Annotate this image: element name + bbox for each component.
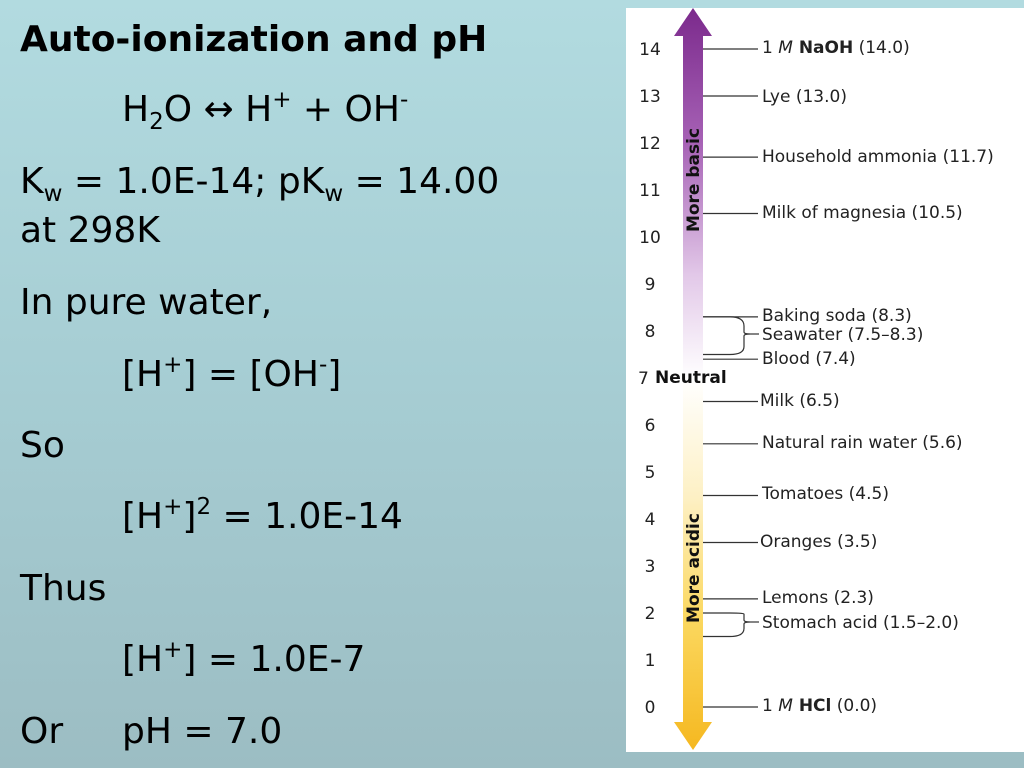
ph-item-label: Household ammonia (11.7) (762, 147, 994, 167)
ph-item-text-pre: Seawater (7.5–8.3) (762, 325, 923, 345)
ph-item-label: 1 M NaOH (14.0) (762, 38, 910, 58)
squared-equation: [H+]2 = 1.0E-14 (122, 494, 403, 537)
ph-item-label: Tomatoes (4.5) (761, 484, 889, 504)
ph-item-text-ital: M (778, 696, 793, 716)
ph-item-label: Stomach acid (1.5–2.0) (762, 613, 959, 633)
ph-range-bracket (703, 612, 751, 638)
ph-tick-12: 12 (639, 134, 661, 154)
ph-item-label: Lye (13.0) (762, 87, 847, 107)
ph-item-label: Natural rain water (5.6) (762, 433, 963, 453)
ph-item-label: Baking soda (8.3) (762, 306, 912, 326)
ionization-equation: H2O ↔ H+ + OH- (122, 87, 409, 135)
more-acidic-label: More acidic (684, 513, 704, 623)
slide-title: Auto-ionization and pH (20, 19, 488, 60)
ph-item-label: Lemons (2.3) (762, 588, 874, 608)
neutral-label: Neutral (655, 368, 727, 388)
concentration-equation: [H+] = 1.0E-7 (122, 637, 366, 680)
thus-text: Thus (20, 568, 107, 609)
ph-item-text-rest: (0.0) (831, 696, 877, 716)
ph-item-text-pre: Milk (6.5) (760, 391, 840, 411)
ph-item-label: Seawater (7.5–8.3) (762, 325, 923, 345)
ph-item-text-pre: Blood (7.4) (762, 349, 856, 369)
ph-item-text-pre: 1 (762, 696, 778, 716)
ph-item-text-pre: Household ammonia (11.7) (762, 147, 994, 167)
ph-tick-8: 8 (645, 322, 656, 342)
ph-item-text-pre: 1 (762, 38, 778, 58)
ph-tick-5: 5 (645, 463, 656, 483)
ph-scale-items: 1 M NaOH (14.0) Lye (13.0) Household ammon… (703, 38, 994, 716)
ph-tick-3: 3 (645, 557, 656, 577)
ph-item-text-ital: M (778, 38, 793, 58)
more-basic-label: More basic (684, 128, 704, 232)
ph-item-label: Blood (7.4) (762, 349, 856, 369)
ph-item-text-rest: (14.0) (853, 38, 910, 58)
ph-item-text-pre: Baking soda (8.3) (762, 306, 912, 326)
ph-tick-11: 11 (639, 181, 661, 201)
ph-tick-9: 9 (645, 275, 656, 295)
ph-tick-14: 14 (639, 40, 661, 60)
kw-temperature: at 298K (20, 210, 160, 251)
ph-tick-13: 13 (639, 87, 661, 107)
so-text: So (20, 425, 65, 466)
ph-item-label: Milk of magnesia (10.5) (762, 203, 963, 223)
ph-item-text-pre: Tomatoes (4.5) (761, 484, 889, 504)
ph-item-text-pre: Oranges (3.5) (760, 532, 877, 552)
ph-tick-7: 7 (638, 369, 649, 389)
ph-result: pH = 7.0 (122, 711, 283, 752)
ph-item-text-pre: Lemons (2.3) (762, 588, 874, 608)
equality-equation: [H+] = [OH-] (122, 352, 342, 395)
ph-item-text-pre: Natural rain water (5.6) (762, 433, 963, 453)
ph-item-text-pre: Stomach acid (1.5–2.0) (762, 613, 959, 633)
ph-tick-0: 0 (645, 698, 656, 718)
or-text: Or (20, 711, 64, 752)
ph-tick-4: 4 (645, 510, 656, 530)
ph-item-label: Oranges (3.5) (760, 532, 877, 552)
ph-gradient-arrow (674, 8, 712, 750)
ph-tick-10: 10 (639, 228, 661, 248)
ph-item-text-bold: HCl (793, 696, 831, 716)
pure-water-text: In pure water, (20, 282, 273, 323)
ph-tick-2: 2 (645, 604, 656, 624)
ph-item-text-pre: Milk of magnesia (10.5) (762, 203, 963, 223)
ph-tick-6: 6 (645, 416, 656, 436)
ph-item-text-pre: Lye (13.0) (762, 87, 847, 107)
ph-tick-1: 1 (645, 651, 656, 671)
ph-scale-panel: More basic More acidic 14 13 12 11 10 9 8 7 6 5 4 3… (626, 8, 1024, 752)
ph-item-label: 1 M HCl (0.0) (762, 696, 877, 716)
kw-statement: Kw = 1.0E-14; pKw = 14.00 (20, 161, 500, 207)
ph-range-bracket (703, 316, 751, 356)
ph-scale-diagram: More basic More acidic 14131211109876543… (638, 8, 994, 750)
ph-item-text-bold: NaOH (793, 38, 853, 58)
ph-item-label: Milk (6.5) (760, 391, 840, 411)
